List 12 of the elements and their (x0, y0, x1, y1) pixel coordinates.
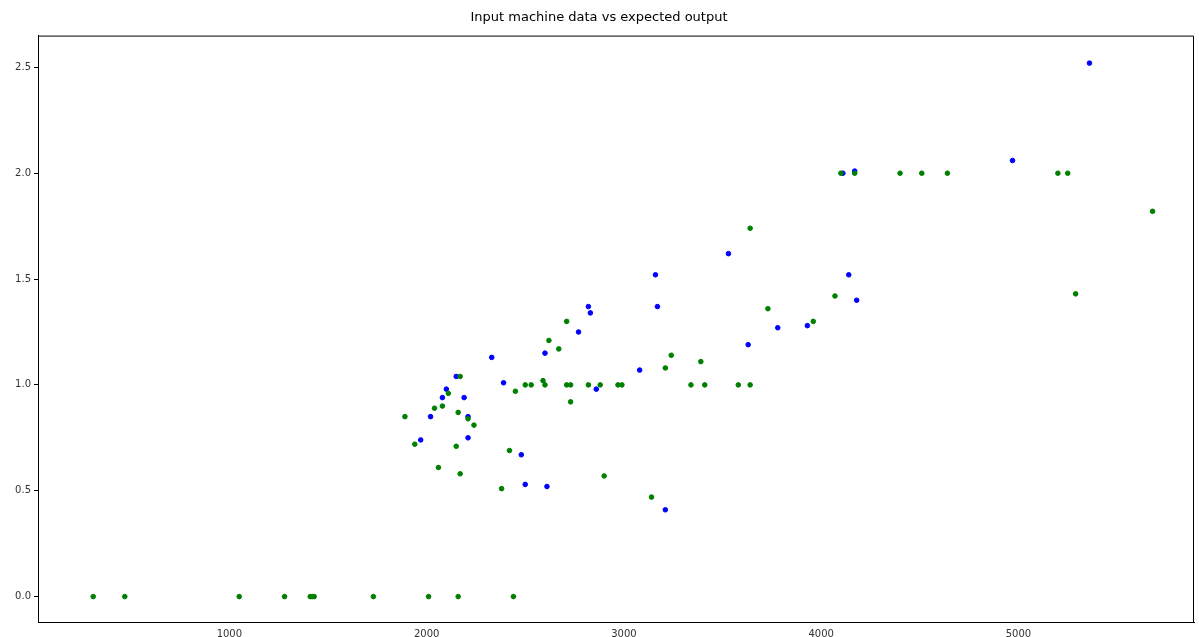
x-tick-label: 3000 (611, 627, 637, 637)
x-tick-label: 1000 (216, 627, 243, 637)
y-tick-label: 2.0 (15, 166, 31, 178)
x-tick-label: 5000 (1005, 627, 1032, 637)
y-tick-label: 0.0 (15, 590, 31, 602)
y-tick-label: 2.5 (15, 60, 31, 72)
chart-title: Input machine data vs expected output (470, 9, 728, 25)
y-tick-label: 1.0 (15, 378, 31, 390)
y-tick-label: 0.5 (15, 484, 31, 496)
x-tick-label: 4000 (808, 627, 834, 637)
y-tick-label: 1.5 (15, 272, 31, 284)
x-tick-label: 2000 (413, 627, 440, 637)
